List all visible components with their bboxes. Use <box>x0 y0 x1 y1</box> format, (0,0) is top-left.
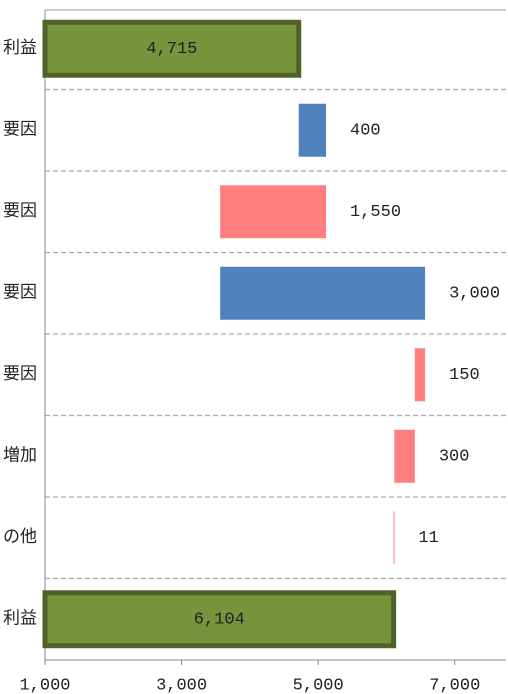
bar <box>298 103 327 157</box>
value-label: 150 <box>449 366 480 385</box>
category-label: の他 <box>3 527 37 548</box>
category-label: 要因 <box>3 121 37 141</box>
x-tick-label: 7,000 <box>429 676 480 694</box>
x-tick-label: 3,000 <box>156 676 207 694</box>
category-label: 要因 <box>3 284 37 304</box>
category-label: 利益 <box>3 38 37 59</box>
value-label: 400 <box>350 122 381 141</box>
value-label: 300 <box>439 448 470 467</box>
category-label: 要因 <box>3 365 37 385</box>
bar <box>42 19 302 78</box>
value-label: 3,000 <box>449 285 500 304</box>
category-label: 要因 <box>3 202 37 222</box>
bar <box>393 511 395 565</box>
bar <box>220 185 327 239</box>
bar <box>220 266 426 320</box>
x-tick-label: 5,000 <box>293 676 344 694</box>
value-label: 1,550 <box>350 203 401 222</box>
value-label: 11 <box>418 529 438 548</box>
bar <box>42 590 397 649</box>
value-label: 6,104 <box>194 611 245 630</box>
bar <box>394 429 415 483</box>
value-label: 4,715 <box>146 40 197 59</box>
bar <box>414 348 426 402</box>
category-label: 増加 <box>3 446 37 467</box>
x-tick-label: 1,000 <box>19 676 70 694</box>
category-label: 利益 <box>3 609 37 630</box>
